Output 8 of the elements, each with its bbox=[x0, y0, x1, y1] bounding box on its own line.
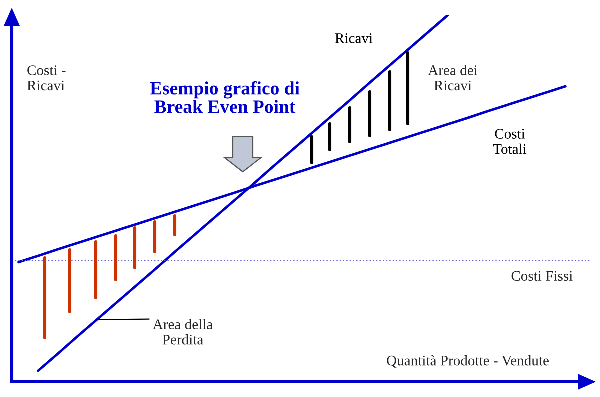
y-axis-title: Costi - Ricavi bbox=[27, 66, 66, 91]
annotation: Area dei Ricavi bbox=[428, 65, 478, 91]
annotation: Area della Perdita bbox=[152, 319, 213, 345]
x-axis-title: Quantità Prodotte - Vendute bbox=[387, 355, 549, 368]
series-label: Costi Totali bbox=[493, 129, 527, 154]
ref-line-label: Costi Fissi bbox=[512, 271, 573, 282]
text: Esempio grafico di Break Even Point bbox=[150, 81, 300, 114]
series-label: Ricavi bbox=[335, 34, 373, 44]
